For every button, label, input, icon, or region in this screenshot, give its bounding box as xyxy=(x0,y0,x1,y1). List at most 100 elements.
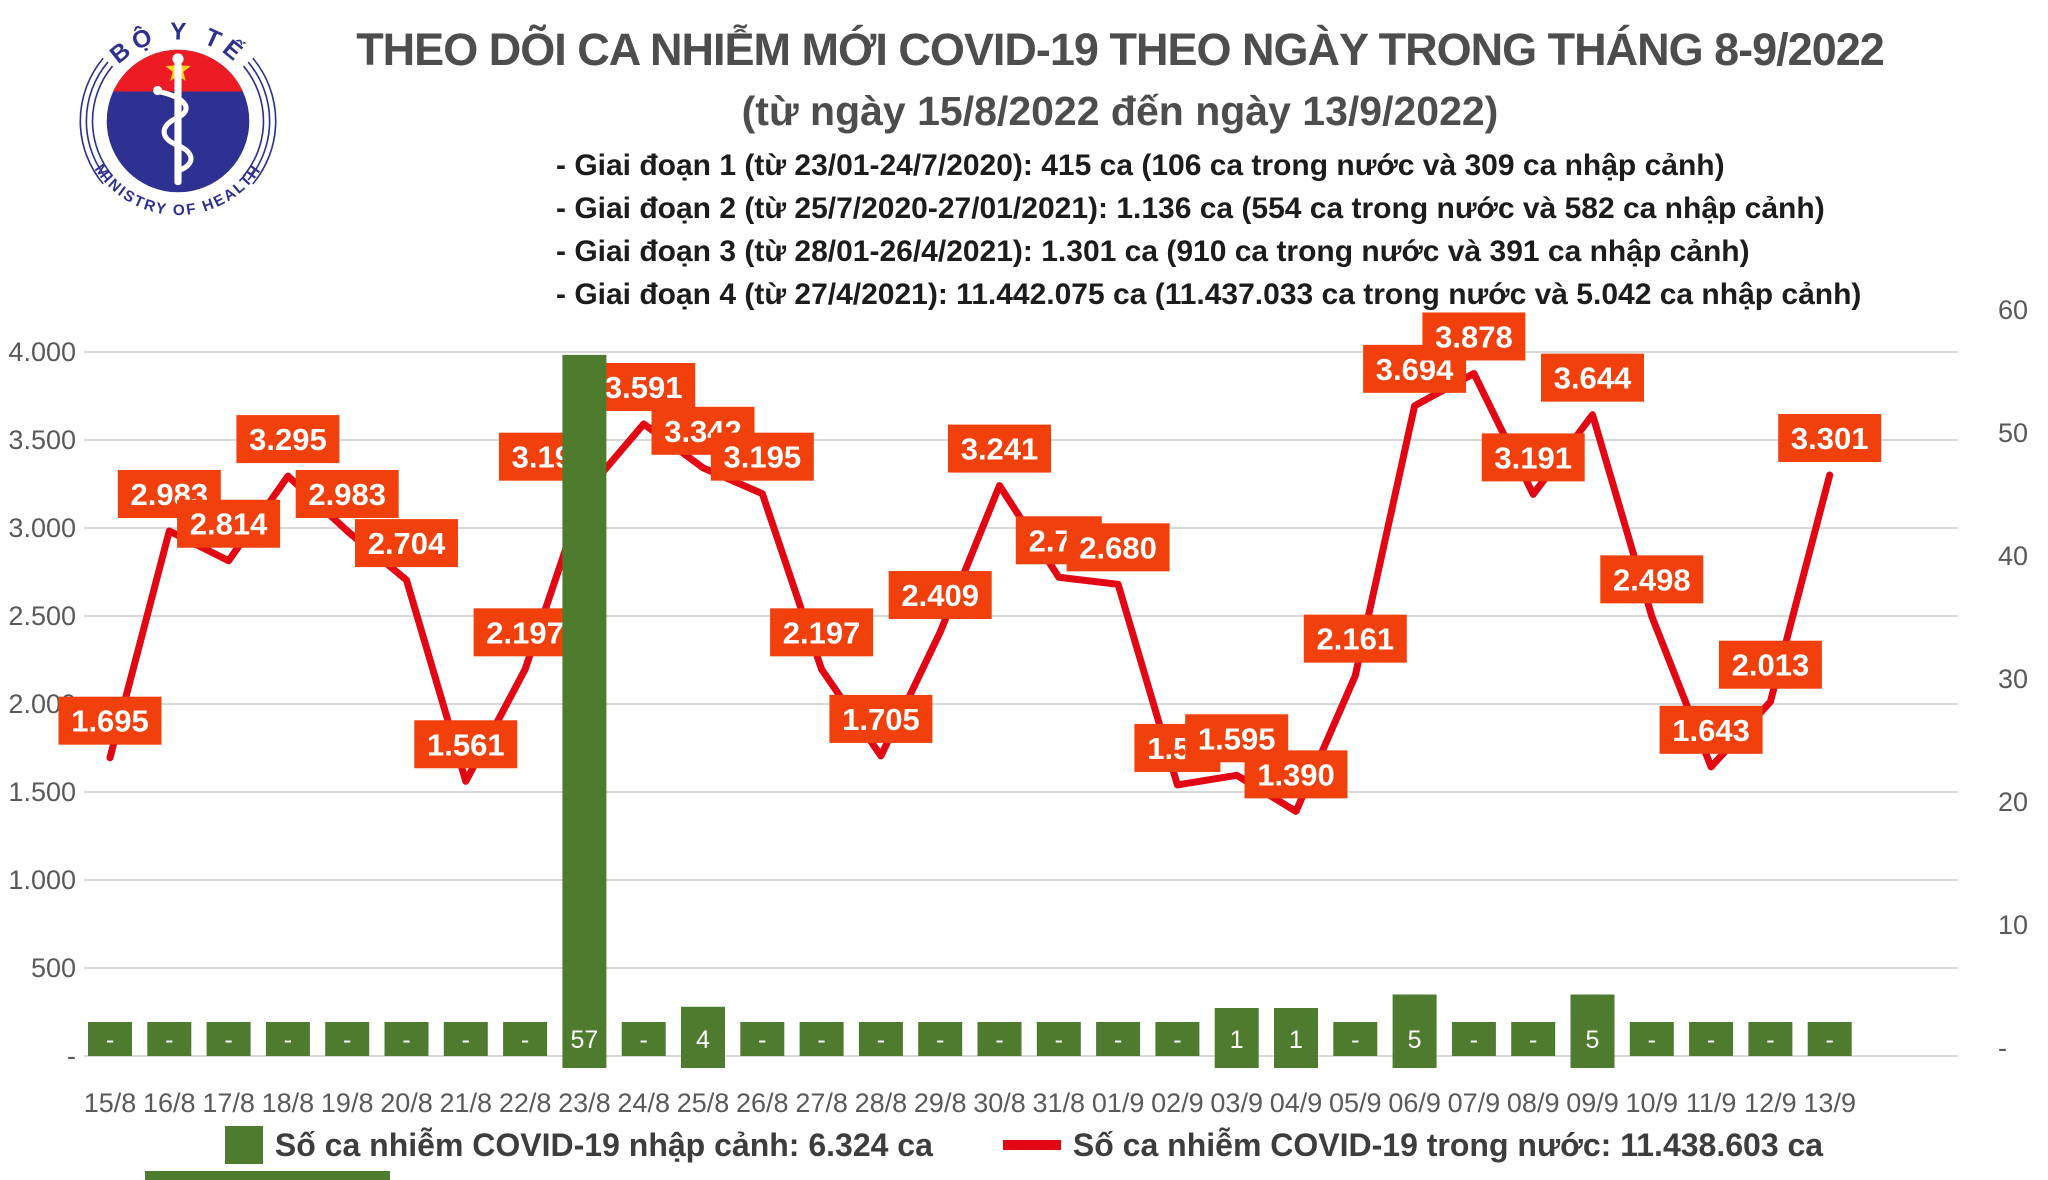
right-axis-tick-label: 20 xyxy=(1998,787,2028,817)
imported-cases-bar xyxy=(1629,1022,1674,1056)
line-data-label: 1.390 xyxy=(1257,757,1335,792)
line-data-label-box xyxy=(1659,705,1763,754)
legend-line-swatch xyxy=(1002,1140,1061,1150)
line-data-label: 2.680 xyxy=(1079,530,1157,565)
left-axis-tick-label: 2.500 xyxy=(8,601,76,631)
left-axis-tick-label: - xyxy=(67,1041,76,1071)
line-data-label-box xyxy=(1244,750,1348,799)
bar-data-label: - xyxy=(1351,1026,1359,1054)
line-data-label: 3.591 xyxy=(605,370,683,405)
bar-data-label: - xyxy=(402,1026,410,1054)
line-data-label: 3.195 xyxy=(724,440,802,475)
x-axis-label: 29/8 xyxy=(914,1088,967,1118)
line-data-label-box xyxy=(1303,614,1407,663)
page-subtitle: (từ ngày 15/8/2022 đến ngày 13/9/2022) xyxy=(741,88,1499,134)
imported-cases-bar xyxy=(206,1022,251,1056)
x-axis-label: 22/8 xyxy=(499,1088,552,1118)
imported-cases-bar xyxy=(384,1022,429,1056)
line-data-label: 1.643 xyxy=(1672,713,1750,748)
line-data-label-box xyxy=(1718,640,1822,689)
line-data-label: 2.498 xyxy=(1613,562,1691,597)
line-data-label-box xyxy=(414,720,518,769)
line-data-label-box xyxy=(829,694,933,743)
line-data-label-box xyxy=(1541,353,1644,402)
x-axis-label: 09/9 xyxy=(1566,1088,1619,1118)
right-axis-tick-label: 60 xyxy=(1998,295,2028,325)
line-data-label-box xyxy=(473,608,577,657)
bar-data-label: - xyxy=(1114,1026,1122,1054)
bar-data-label: - xyxy=(1055,1026,1063,1054)
phase-2-line: - Giai đoạn 2 (từ 25/7/2020-27/01/2021):… xyxy=(556,192,1825,225)
phase-3-line: - Giai đoạn 3 (từ 28/01-26/4/2021): 1.30… xyxy=(556,235,1750,268)
legend-item-imported-cases: Số ca nhiễm COVID-19 nhập cảnh: 6.324 ca xyxy=(224,1126,933,1164)
imported-cases-bar xyxy=(621,1022,666,1056)
line-data-label-box xyxy=(1600,555,1704,604)
line-data-label-box xyxy=(355,519,458,568)
imported-cases-bar xyxy=(1214,1008,1259,1068)
x-axis-label: 16/8 xyxy=(143,1088,196,1118)
imported-cases-bar xyxy=(977,1022,1022,1056)
x-axis-label: 07/9 xyxy=(1448,1088,1501,1118)
line-data-label-box xyxy=(888,571,992,620)
line-data-label-box xyxy=(592,362,696,411)
page-title: THEO DÕI CA NHIỄM MỚI COVID-19 THEO NGÀY… xyxy=(356,24,1885,75)
logo-decorative-arcs xyxy=(79,57,277,185)
legend-bar-label: Số ca nhiễm COVID-19 nhập cảnh: 6.324 ca xyxy=(274,1126,933,1163)
x-axis-label: 05/9 xyxy=(1329,1088,1382,1118)
left-axis-tick-label: 1.000 xyxy=(8,865,76,895)
x-axis-label: 27/8 xyxy=(795,1088,848,1118)
bar-data-label: 57 xyxy=(570,1026,598,1054)
bar-data-label: - xyxy=(817,1026,825,1054)
imported-cases-bar xyxy=(1333,1022,1378,1056)
x-axis-label: 01/9 xyxy=(1092,1088,1145,1118)
line-data-label: 1.695 xyxy=(71,704,149,739)
bar-data-label: - xyxy=(1470,1026,1478,1054)
imported-cases-bar xyxy=(503,1022,548,1056)
x-axis-label: 18/8 xyxy=(262,1088,315,1118)
imported-cases-bar xyxy=(1155,1022,1200,1056)
imported-cases-bar xyxy=(1451,1022,1496,1056)
imported-cases-bar xyxy=(1036,1022,1081,1056)
bottom-green-strip xyxy=(145,1171,390,1180)
imported-cases-bar xyxy=(918,1022,963,1056)
line-data-label-box xyxy=(710,432,814,481)
legend-line-label: Số ca nhiễm COVID-19 trong nước: 11.438.… xyxy=(1072,1126,1824,1163)
bar-data-label: 5 xyxy=(1586,1026,1600,1054)
x-axis-label: 21/8 xyxy=(440,1088,493,1118)
x-axis-label: 25/8 xyxy=(677,1088,730,1118)
left-axis-tick-label: 500 xyxy=(31,953,76,983)
phase-4-line: - Giai đoạn 4 (từ 27/4/2021): 11.442.075… xyxy=(556,278,1862,311)
line-data-label-box xyxy=(177,499,281,548)
right-axis-tick-label: - xyxy=(1998,1033,2007,1063)
right-axis-tick-label: 10 xyxy=(1998,910,2028,940)
bar-data-label: - xyxy=(224,1026,232,1054)
imported-cases-bar xyxy=(1748,1022,1793,1056)
line-data-label: 1.561 xyxy=(427,727,505,762)
x-axis-label: 20/8 xyxy=(380,1088,433,1118)
x-axis-label: 03/9 xyxy=(1210,1088,1263,1118)
line-data-label-box xyxy=(948,424,1051,473)
imported-cases-bar xyxy=(1570,994,1615,1068)
x-axis-label: 23/8 xyxy=(558,1088,611,1118)
x-axis-label: 24/8 xyxy=(617,1088,670,1118)
bar-data-label: - xyxy=(1766,1026,1774,1054)
line-data-label: 3.301 xyxy=(1791,421,1869,456)
x-axis-label: 04/9 xyxy=(1270,1088,1323,1118)
left-axis-tick-label: 3.000 xyxy=(8,513,76,543)
phase-1-line: - Giai đoạn 1 (từ 23/01-24/7/2020): 415 … xyxy=(556,149,1725,182)
bar-data-label: - xyxy=(521,1026,529,1054)
x-axis-label: 17/8 xyxy=(202,1088,255,1118)
imported-cases-bar xyxy=(1274,1008,1318,1068)
imported-cases-bar xyxy=(858,1022,903,1056)
line-data-label: 2.409 xyxy=(901,578,979,613)
bar-data-label: - xyxy=(640,1026,648,1054)
bar-data-label: - xyxy=(343,1026,351,1054)
imported-cases-bar xyxy=(325,1022,370,1056)
x-axis-label: 19/8 xyxy=(321,1088,374,1118)
legend-item-domestic-cases: Số ca nhiễm COVID-19 trong nước: 11.438.… xyxy=(1002,1126,1824,1164)
right-axis-tick-label: 50 xyxy=(1998,418,2028,448)
line-data-label: 2.983 xyxy=(308,477,386,512)
imported-cases-bar xyxy=(1689,1022,1734,1056)
x-axis-label: 08/9 xyxy=(1507,1088,1560,1118)
imported-cases-bar xyxy=(147,1022,192,1056)
